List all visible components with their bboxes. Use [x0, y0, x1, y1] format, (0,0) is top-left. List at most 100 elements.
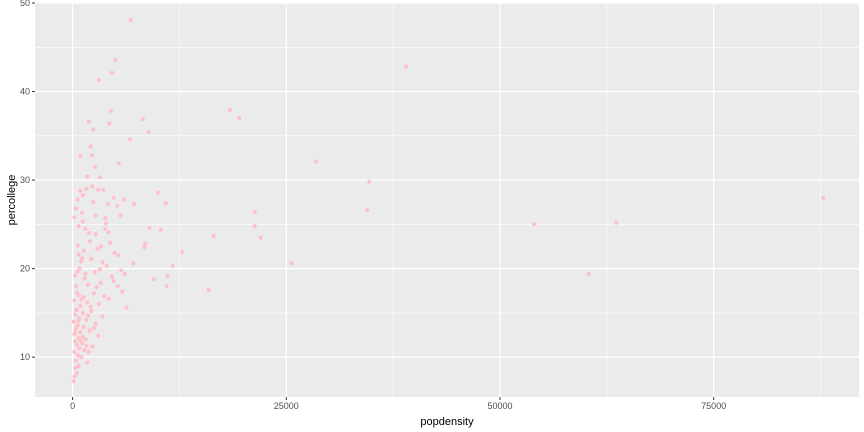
data-point	[532, 222, 537, 227]
data-point	[97, 267, 103, 272]
data-point	[77, 346, 82, 351]
data-point	[85, 313, 91, 318]
data-point	[158, 227, 163, 232]
data-point	[100, 260, 105, 265]
data-point	[143, 241, 148, 246]
data-point	[403, 64, 409, 69]
data-point	[74, 342, 79, 347]
data-point	[93, 213, 98, 218]
y-axis-title: percollege	[6, 175, 18, 226]
data-point	[127, 137, 132, 142]
data-point	[206, 287, 211, 292]
y-tick-label: 50	[20, 0, 30, 8]
data-point	[107, 121, 112, 126]
data-point	[71, 379, 76, 384]
data-point	[76, 224, 81, 229]
data-point	[156, 190, 161, 195]
data-point	[73, 284, 79, 289]
data-point	[81, 325, 86, 330]
data-point	[89, 309, 94, 314]
data-point	[74, 290, 79, 295]
data-point	[103, 221, 108, 226]
data-point	[111, 195, 116, 200]
data-point	[79, 355, 84, 360]
data-point	[227, 108, 232, 113]
data-point	[72, 215, 77, 220]
data-point	[109, 274, 114, 279]
data-point	[90, 184, 95, 189]
data-point	[97, 175, 103, 180]
x-axis-title: popdensity	[420, 416, 474, 428]
data-point	[211, 233, 216, 238]
data-point	[237, 116, 242, 121]
data-point	[106, 230, 111, 235]
data-point	[128, 17, 133, 22]
data-point	[72, 349, 77, 354]
data-point	[86, 119, 91, 124]
axes: 0 25000 50000 75000 10 20 30 40 50	[20, 0, 726, 411]
data-point	[84, 343, 89, 348]
x-tick-label: 75000	[701, 401, 726, 411]
data-point	[367, 179, 372, 184]
data-point	[73, 273, 78, 278]
data-point	[73, 206, 79, 211]
x-tick-label: 0	[70, 401, 75, 411]
gridlines	[35, 2, 859, 397]
data-point	[90, 153, 95, 158]
data-point	[80, 193, 85, 198]
data-point	[75, 269, 80, 274]
data-point	[91, 291, 97, 296]
x-tick-label: 25000	[274, 401, 299, 411]
data-point	[147, 225, 152, 230]
data-point	[73, 308, 79, 313]
data-point	[98, 244, 103, 249]
data-point	[81, 294, 86, 300]
data-point	[82, 348, 87, 353]
data-point	[73, 365, 78, 370]
data-point	[95, 247, 100, 252]
data-point	[82, 276, 87, 281]
data-point	[91, 325, 97, 330]
data-point	[252, 224, 257, 229]
y-tick-label: 10	[20, 352, 30, 362]
data-point	[83, 337, 88, 342]
data-point	[72, 298, 77, 303]
data-point	[80, 219, 85, 224]
data-point	[102, 294, 107, 299]
data-point	[78, 338, 83, 343]
data-point	[821, 195, 826, 200]
data-point	[76, 318, 81, 323]
data-point	[98, 280, 103, 285]
data-point	[115, 284, 120, 289]
data-point	[75, 243, 80, 248]
data-point	[85, 282, 91, 287]
data-point	[164, 284, 169, 289]
data-point	[84, 186, 89, 191]
data-point	[258, 235, 263, 240]
data-point	[92, 270, 97, 275]
data-point	[115, 253, 120, 258]
y-tick-label: 40	[20, 87, 30, 97]
data-point	[74, 371, 79, 376]
data-point	[120, 289, 125, 294]
data-point	[122, 271, 127, 276]
data-point	[73, 312, 78, 317]
data-point	[71, 319, 76, 324]
data-point	[109, 70, 114, 75]
data-point	[113, 57, 118, 62]
data-point	[165, 273, 170, 278]
data-point	[85, 174, 90, 179]
data-point	[586, 271, 592, 276]
data-point	[87, 328, 92, 333]
plot-panel	[35, 3, 859, 397]
data-point	[170, 263, 175, 269]
data-point	[103, 226, 108, 231]
data-point	[80, 334, 85, 339]
data-point	[142, 245, 147, 250]
data-point	[365, 208, 370, 213]
data-point	[151, 277, 156, 282]
data-point	[100, 314, 105, 319]
data-point	[163, 201, 168, 206]
data-point	[72, 374, 77, 379]
